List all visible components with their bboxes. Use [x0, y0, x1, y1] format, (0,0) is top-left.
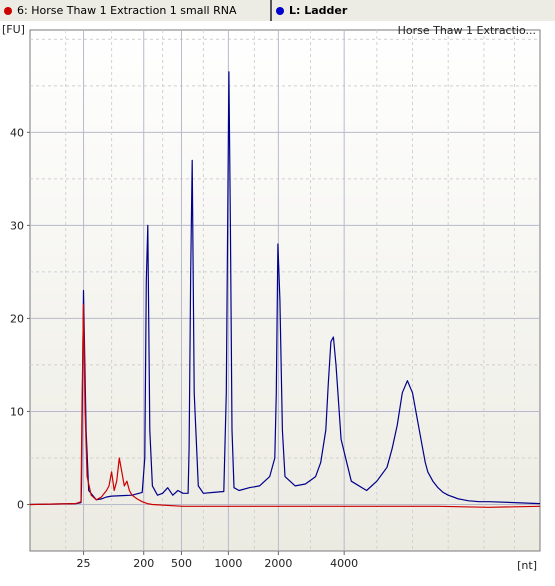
tab-ladder[interactable]: L: Ladder	[272, 0, 555, 21]
sample-color-dot-icon	[4, 6, 12, 15]
x-tick-label: 4000	[330, 557, 358, 570]
plot-area	[29, 29, 541, 552]
y-tick-label: 0	[17, 498, 24, 511]
y-tick-label: 40	[10, 126, 24, 139]
tab-bar: 6: Horse Thaw 1 Extraction 1 small RNA L…	[0, 0, 555, 22]
series-layer	[29, 71, 541, 508]
tab-sample-label: 6: Horse Thaw 1 Extraction 1 small RNA	[17, 4, 237, 17]
tab-separator	[270, 0, 272, 21]
ladder-trace	[29, 71, 541, 506]
axes: 0 10 20 30 40 25 200 500 1000 2000 4000	[10, 126, 358, 570]
x-tick-label: 500	[171, 557, 192, 570]
ladder-color-dot-icon	[276, 6, 284, 15]
x-axis-label: [nt]	[517, 559, 537, 572]
x-tick-label: 200	[133, 557, 154, 570]
tab-ladder-label: L: Ladder	[289, 4, 348, 17]
x-tick-label: 2000	[264, 557, 292, 570]
y-tick-label: 30	[10, 219, 24, 232]
grid	[30, 30, 540, 551]
y-axis-label: [FU]	[2, 23, 25, 36]
sample-trace	[29, 303, 541, 508]
tab-sample[interactable]: 6: Horse Thaw 1 Extraction 1 small RNA	[0, 0, 270, 21]
x-tick-label: 1000	[214, 557, 242, 570]
chart-title: Horse Thaw 1 Extractio...	[398, 24, 536, 37]
y-tick-label: 10	[10, 405, 24, 418]
y-tick-label: 20	[10, 312, 24, 325]
x-tick-label: 25	[77, 557, 91, 570]
